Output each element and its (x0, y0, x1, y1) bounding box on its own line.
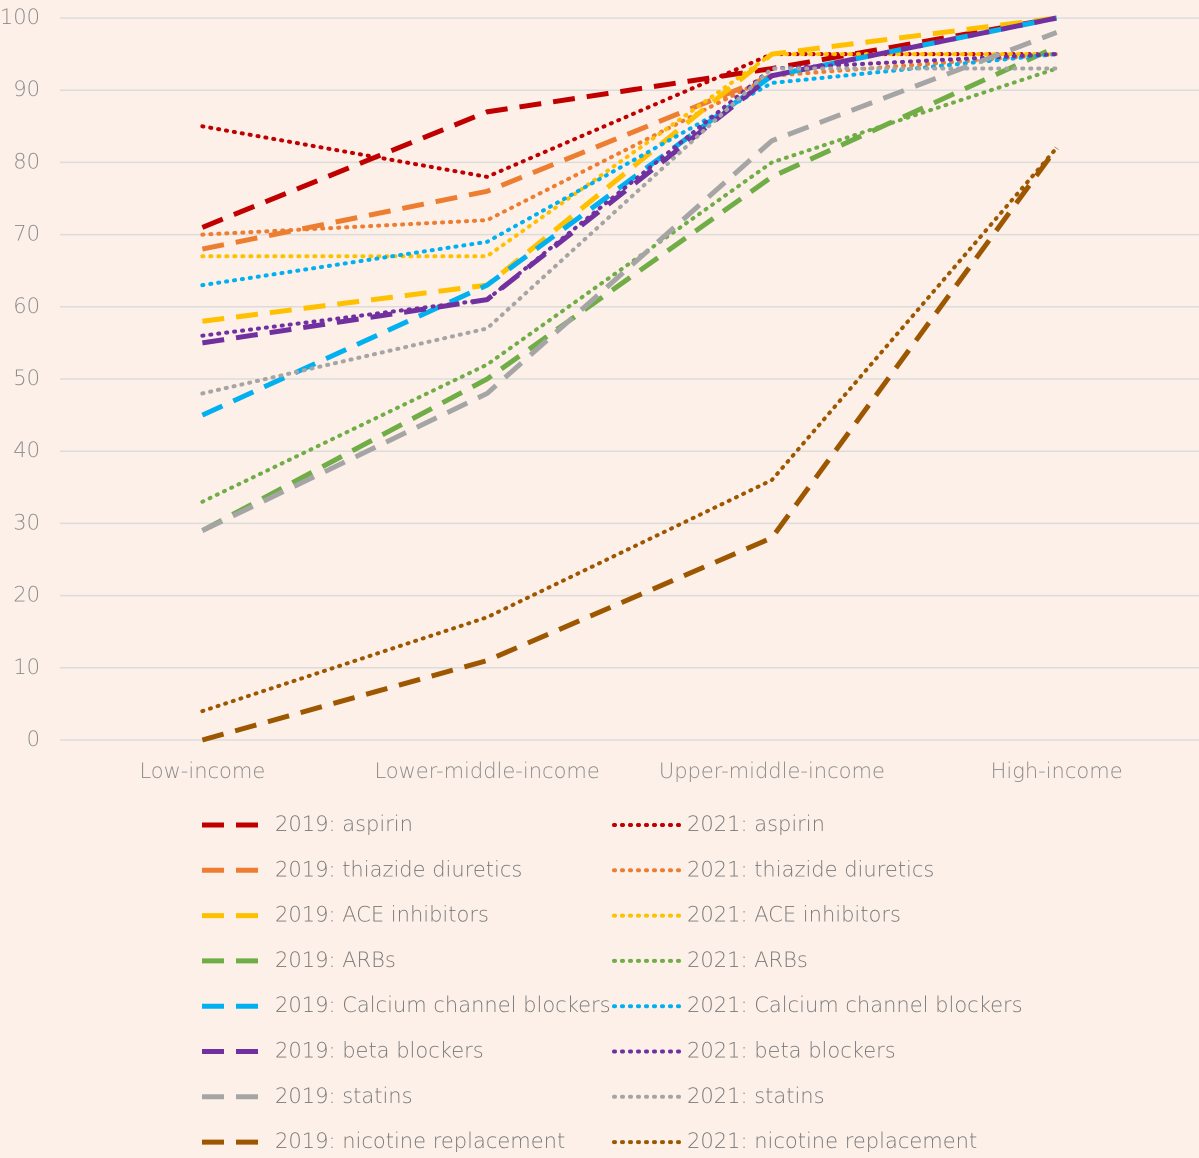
legend-entry: 2021: nicotine replacement (612, 1129, 977, 1153)
y-tick-label: 30 (13, 510, 40, 534)
y-tick-label: 40 (13, 438, 40, 462)
series-line (201, 15, 1058, 230)
y-tick-label: 50 (13, 366, 40, 390)
y-tick-label: 70 (13, 222, 40, 246)
legend-entry: 2019: statins (202, 1084, 413, 1108)
legend-entry: 2019: aspirin (202, 812, 413, 836)
y-tick-label: 20 (13, 583, 40, 607)
series-line (201, 15, 1058, 252)
series-line (201, 146, 1059, 743)
legend-label: 2019: ARBs (275, 948, 396, 972)
legend-entry: 2019: beta blockers (202, 1039, 484, 1063)
legend-label: 2021: ARBs (687, 948, 808, 972)
legend-label: 2019: statins (275, 1084, 413, 1108)
series-line (200, 145, 1059, 714)
legend-entry: 2021: statins (612, 1084, 825, 1108)
legend-label: 2021: aspirin (687, 812, 825, 836)
legend-entry: 2021: beta blockers (612, 1039, 896, 1063)
y-tick-label: 100 (0, 5, 40, 29)
legend-label: 2019: thiazide diuretics (275, 857, 522, 881)
legend-entry: 2019: thiazide diuretics (202, 857, 522, 881)
x-tick-label: Low-income (139, 759, 265, 783)
series-line (202, 15, 1057, 324)
y-tick-label: 80 (13, 149, 40, 173)
legend-entry: 2019: ACE inhibitors (202, 903, 489, 927)
legend-label: 2019: beta blockers (275, 1039, 484, 1063)
legend-label: 2019: nicotine replacement (275, 1129, 565, 1153)
series-line (200, 66, 1059, 504)
series-line (201, 15, 1058, 418)
legend-label: 2021: thiazide diuretics (687, 857, 934, 881)
y-tick-label: 60 (13, 294, 40, 318)
x-tick-label: Lower-middle-income (374, 759, 599, 783)
legend-label: 2021: beta blockers (687, 1039, 896, 1063)
legend-entry: 2021: ARBs (612, 948, 808, 972)
series-line (200, 52, 1059, 237)
legend-label: 2021: ACE inhibitors (687, 903, 901, 927)
legend-entry: 2021: aspirin (612, 812, 825, 836)
x-tick-label: High-income (991, 759, 1123, 783)
series-line (201, 15, 1058, 346)
series-line (200, 52, 1059, 288)
legend-entry: 2021: ACE inhibitors (612, 903, 901, 927)
series-line (200, 66, 1059, 396)
x-tick-label: Upper-middle-income (659, 759, 885, 783)
legend-label: 2019: ACE inhibitors (275, 903, 489, 927)
legend-label: 2019: aspirin (275, 812, 413, 836)
series-line (201, 44, 1058, 533)
legend-entry: 2019: Calcium channel blockers (202, 993, 611, 1017)
legend-label: 2021: statins (687, 1084, 825, 1108)
legend-label: 2021: nicotine replacement (687, 1129, 977, 1153)
legend-entry: 2019: nicotine replacement (202, 1129, 565, 1153)
legend-entry: 2021: Calcium channel blockers (612, 993, 1023, 1017)
y-tick-label: 10 (13, 655, 40, 679)
series-line (200, 52, 1059, 179)
legend-entry: 2019: ARBs (202, 948, 396, 972)
y-tick-label: 0 (27, 727, 40, 751)
legend-entry: 2021: thiazide diuretics (612, 857, 934, 881)
series-line (200, 52, 1059, 259)
series-line (200, 52, 1059, 338)
y-tick-label: 90 (13, 77, 40, 101)
legend-label: 2021: Calcium channel blockers (687, 993, 1023, 1017)
legend-label: 2019: Calcium channel blockers (275, 993, 611, 1017)
